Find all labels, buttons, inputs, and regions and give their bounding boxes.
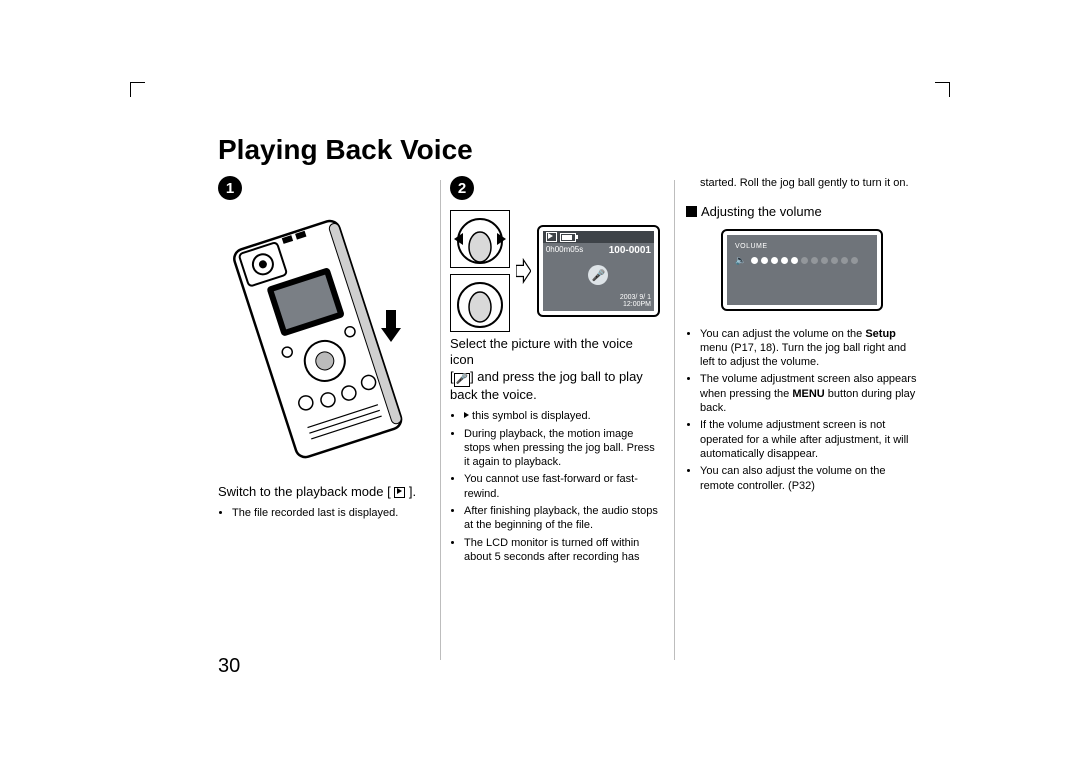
step2-lead: Select the picture with the voice icon […	[450, 336, 660, 403]
lcd-time: 12:00PM	[620, 301, 651, 309]
lcd-elapsed: 0h00m05s	[546, 245, 583, 256]
list-item: You can adjust the volume on the Setup m…	[700, 327, 918, 370]
volume-lcd: VOLUME 🔈	[721, 229, 883, 311]
list-item: After finishing playback, the audio stop…	[464, 504, 660, 533]
list-item: this symbol is displayed.	[464, 409, 660, 423]
step2-lead-rest: ] and press the jog ball to play back th…	[450, 369, 643, 403]
voice-icon: 🎤	[588, 265, 608, 285]
square-bullet-icon	[686, 206, 697, 217]
volume-dot	[831, 257, 838, 264]
subheading-adjust-volume: Adjusting the volume	[686, 204, 918, 220]
step2-bullets: this symbol is displayed. During playbac…	[450, 409, 660, 564]
step-badge-2: 2	[450, 176, 474, 200]
battery-icon	[560, 233, 576, 242]
jog-and-lcd-row: 0h00m05s 100-0001 🎤 2003/ 9/ 1 12:00PM	[450, 210, 660, 332]
list-item: The file recorded last is displayed.	[232, 506, 428, 520]
step-2-column: 2	[450, 176, 660, 567]
volume-dot	[801, 257, 808, 264]
lcd-info-row: 0h00m05s 100-0001	[543, 243, 654, 256]
volume-dot	[811, 257, 818, 264]
voice-icon-inline: 🎤	[454, 373, 470, 388]
lcd-preview: 0h00m05s 100-0001 🎤 2003/ 9/ 1 12:00PM	[537, 225, 660, 317]
page-number: 30	[218, 655, 240, 678]
volume-dot	[761, 257, 768, 264]
volume-dot	[821, 257, 828, 264]
jog-panels	[450, 210, 510, 332]
volume-dot	[781, 257, 788, 264]
volume-bar: 🔈	[735, 255, 858, 266]
speaker-icon: 🔈	[735, 255, 746, 266]
step-badge-1: 1	[218, 176, 242, 200]
list-item: You cannot use fast-forward or fast-rewi…	[464, 472, 660, 501]
crop-mark-top-right	[935, 82, 950, 97]
step1-bullets: The file recorded last is displayed.	[218, 506, 428, 520]
lcd-topbar	[543, 231, 654, 243]
column-separator-2	[674, 180, 675, 660]
list-item: During playback, the motion image stops …	[464, 427, 660, 470]
step2-lead-line1: Select the picture with the voice icon	[450, 336, 633, 367]
crop-mark-top-left	[130, 82, 145, 97]
lcd-file-number: 100-0001	[609, 245, 651, 256]
page-title: Playing Back Voice	[218, 134, 473, 166]
playback-mode-icon	[394, 487, 405, 498]
volume-dot	[791, 257, 798, 264]
manual-page: Playing Back Voice 1	[0, 0, 1080, 764]
lcd-datetime: 2003/ 9/ 1 12:00PM	[620, 294, 651, 309]
arrow-right-icon	[516, 258, 531, 284]
volume-dot	[771, 257, 778, 264]
lcd-date: 2003/ 9/ 1	[620, 294, 651, 302]
step-1-column: 1	[218, 176, 428, 524]
step1-lead-suffix: ].	[405, 484, 416, 499]
list-item: If the volume adjustment screen is not o…	[700, 418, 918, 461]
volume-dot	[841, 257, 848, 264]
column-separator-1	[440, 180, 441, 660]
col3-bullets: You can adjust the volume on the Setup m…	[686, 327, 918, 493]
play-icon	[548, 233, 553, 239]
volume-dot	[851, 257, 858, 264]
step1-lead: Switch to the playback mode [ ].	[218, 484, 428, 500]
device-illustration	[218, 210, 418, 470]
continuation-text: started. Roll the jog ball gently to tur…	[686, 176, 918, 190]
volume-dot	[751, 257, 758, 264]
column-3: started. Roll the jog ball gently to tur…	[686, 176, 918, 496]
step1-lead-prefix: Switch to the playback mode [	[218, 484, 394, 499]
volume-label: VOLUME	[735, 243, 768, 250]
list-item: The volume adjustment screen also appear…	[700, 372, 918, 415]
list-item: You can also adjust the volume on the re…	[700, 464, 918, 493]
jog-panel-press	[450, 274, 510, 332]
list-item: The LCD monitor is turned off within abo…	[464, 536, 660, 565]
jog-panel-roll	[450, 210, 510, 268]
